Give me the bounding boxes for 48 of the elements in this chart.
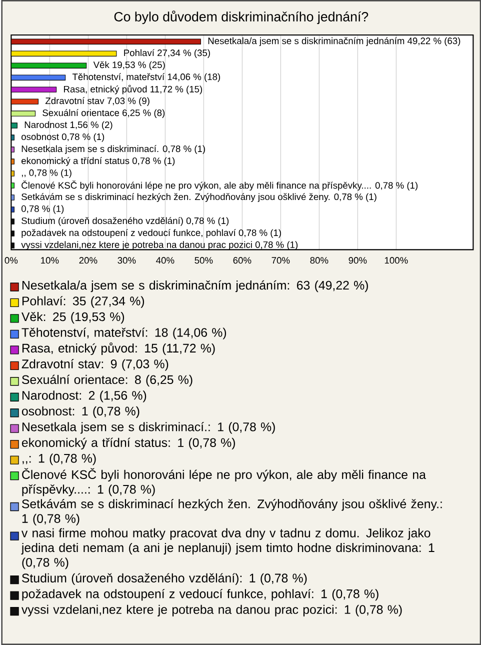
y-tick-label: Pohlaví 27,34 % (35) xyxy=(124,49,210,58)
y-tick-label: Studium (úroveň dosaženého vzdělání) 0,78 % (1) xyxy=(21,217,228,226)
y-tick-label: 0,78 % (1) xyxy=(21,205,64,214)
y-tick-label: vyssi vzdelani,nez ktere je potreba na danou prac pozici 0,78 % (1) xyxy=(21,241,298,250)
y-tick-label: Těhotenství, mateřství 14,06 % (18) xyxy=(72,73,220,82)
legend-label: Zdravotní stav: 9 (7,03 %) xyxy=(22,359,168,371)
x-tick-label: 60% xyxy=(233,257,252,264)
legend-label: Setkávám se s diskriminací hezkých žen. Zvýhodňovány jsou ošklivé ženy.: 1 (0,78 %) xyxy=(22,499,442,526)
legend-label: ekonomický a třídní status: 1 (0,78 %) xyxy=(22,438,235,450)
x-tick-label: 40% xyxy=(156,257,174,264)
y-tick-label: ekonomický a třídní status 0,78 % (1) xyxy=(21,157,175,166)
y-tick-label: Rasa, etnický původ 11,72 % (15) xyxy=(64,84,202,94)
x-tick-label: 20% xyxy=(79,257,98,264)
legend-label: požadavek na odstoupení z vedoucí funkce, pohlaví: 1 (0,78 %) xyxy=(22,588,378,601)
legend-label: osobnost: 1 (0,78 %) xyxy=(22,406,140,418)
x-tick-label: 70% xyxy=(272,257,290,264)
legend-label: Rasa, etnický původ: 15 (11,72 %) xyxy=(22,342,215,356)
legend-label: Těhotenství, mateřství: 18 (14,06 %) xyxy=(22,328,226,340)
legend-label: Pohlaví: 35 (27,34 %) xyxy=(22,296,144,308)
x-tick-label: 30% xyxy=(118,257,136,264)
chart-title: Co bylo důvodem diskriminačního jednání? xyxy=(114,10,368,24)
legend-label: Věk: 25 (19,53 %) xyxy=(21,312,124,324)
x-tick-label: 80% xyxy=(310,257,328,264)
legend-label: ,,: 1 (0,78 %) xyxy=(22,454,96,466)
y-tick-label: osobnost 0,78 % (1) xyxy=(21,133,104,142)
y-tick-label: Sexuální orientace 6,25 % (8) xyxy=(42,109,164,118)
legend-label: Studium (úroveň dosaženého vzdělání): 1 (0,78 %) xyxy=(22,573,307,585)
x-tick-label: 50% xyxy=(194,257,213,264)
y-tick-label: Zdravotní stav 7,03 % (9) xyxy=(45,97,150,106)
x-tick-label: 0% xyxy=(4,257,18,264)
legend-label: v nasi firme mohou matky pracovat dva dny v tadnu z domu. Jelikoz jako jedina deti nemam (a ani je neplanuji) jsem timto hodne diskriminovana: 1 (0,78 %) xyxy=(21,528,434,570)
legend-label: vyssi vzdelani,nez ktere je potreba na danou prac pozici: 1 (0,78 %) xyxy=(21,604,402,616)
y-tick-label: ,, 0,78 % (1) xyxy=(22,169,72,178)
legend-label: Nesetkala/a jsem se s diskriminačním jednáním: 63 (49,22 %) xyxy=(22,280,368,292)
y-tick-label: Setkávám se s diskriminací hezkých žen. Zvýhodňovány jsou ošklivé ženy. 0,78 % (1) xyxy=(21,193,376,202)
legend-label: Členové KSČ byli honorováni lépe ne pro výkon, ale aby měli finance na příspěvky....: 1 (0,78 %) xyxy=(22,468,426,496)
y-tick-label: Nesetkala jsem se s diskriminací. 0,78 % (1) xyxy=(22,145,205,154)
y-tick-label: Členové KSČ byli honorováni lépe ne pro výkon, ale aby měli finance na příspěvky.... 0,78 % (1) xyxy=(22,180,418,191)
y-tick-label: Narodnost 1,56 % (2) xyxy=(24,121,112,130)
x-tick-label: 100% xyxy=(384,257,408,264)
x-tick-label: 90% xyxy=(348,257,367,264)
y-tick-label: požadavek na odstoupení z vedoucí funkce, pohlaví 0,78 % (1) xyxy=(22,229,281,238)
legend-label: Nesetkala jsem se s diskriminací.: 1 (0,78 %) xyxy=(22,422,275,434)
y-tick-label: Nesetkala/a jsem se s diskriminačním jednáním 49,22 % (63) xyxy=(208,37,460,46)
y-tick-label: Věk 19,53 % (25) xyxy=(93,61,165,70)
legend-label: Narodnost: 2 (1,56 %) xyxy=(22,390,146,402)
legend-label: Sexuální orientace: 8 (6,25 %) xyxy=(22,374,192,386)
x-tick-label: 10% xyxy=(40,257,59,264)
